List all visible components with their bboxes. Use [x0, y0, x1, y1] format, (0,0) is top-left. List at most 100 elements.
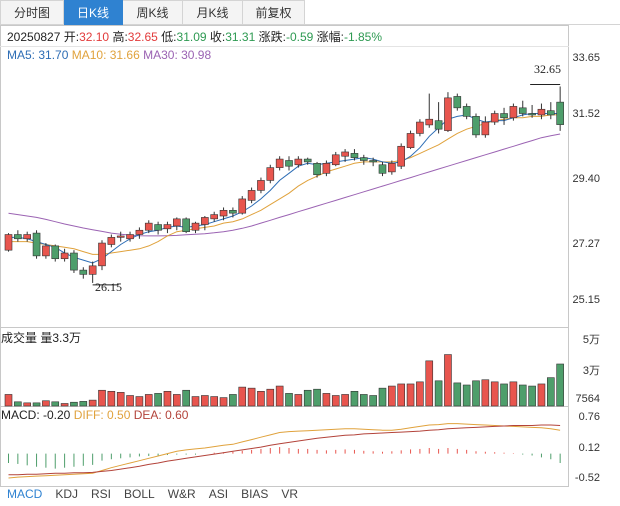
- volume-bar: [42, 400, 50, 407]
- volume-bar: [388, 385, 396, 407]
- volume-bar: [444, 354, 452, 407]
- change-label: 涨跌:: [258, 30, 286, 44]
- volume-bar: [313, 388, 321, 407]
- tab-forward-adjusted[interactable]: 前复权: [243, 0, 305, 25]
- volume-bar: [135, 396, 144, 407]
- volume-bar: [397, 383, 406, 407]
- indicator-tab-asi[interactable]: ASI: [208, 487, 229, 501]
- candle-body: [453, 96, 462, 109]
- tab-monthly-k[interactable]: 月K线: [183, 0, 243, 25]
- candle-body: [425, 118, 434, 126]
- volume-bar: [481, 379, 490, 407]
- candle-body: [116, 235, 125, 238]
- candle-body: [509, 106, 518, 119]
- period-tabs: 分时图 日K线 周K线 月K线 前复权: [0, 0, 620, 25]
- volume-bar: [425, 360, 434, 407]
- tab-daily-k[interactable]: 日K线: [64, 0, 123, 25]
- candle-body: [98, 242, 106, 267]
- pct-value: -1.85%: [344, 30, 383, 44]
- candle-body: [313, 163, 321, 176]
- candle-body: [462, 106, 471, 117]
- low-marker-label: 26.15: [95, 280, 122, 294]
- candle-body: [406, 133, 415, 148]
- indicator-tab-rsi[interactable]: RSI: [91, 487, 112, 501]
- volume-bar: [229, 394, 237, 407]
- candle-body: [518, 107, 527, 114]
- volume-bar: [14, 401, 22, 407]
- candle-body: [173, 218, 181, 227]
- candle-body: [397, 145, 406, 167]
- candle-body: [144, 222, 153, 231]
- low-value: 31.09: [176, 30, 207, 44]
- volume-bar: [116, 392, 125, 407]
- candle-body: [294, 158, 303, 166]
- volume-bar: [406, 383, 415, 407]
- volume-bar: [350, 390, 359, 407]
- candle-body: [322, 163, 331, 174]
- candle-body: [4, 234, 13, 251]
- candle-body: [210, 214, 218, 220]
- indicator-tab-macd[interactable]: MACD: [7, 487, 43, 501]
- volume-bar: [182, 389, 190, 407]
- candle-body: [14, 234, 22, 240]
- tab-intraday[interactable]: 分时图: [0, 0, 64, 25]
- candle-body: [126, 234, 134, 240]
- candle-body: [182, 218, 190, 232]
- ohlc-info-line: 20250827 开:32.10 高:32.65 低:31.09 收:31.31…: [7, 28, 382, 45]
- volume-bar: [378, 387, 387, 407]
- volume-bar: [472, 380, 480, 407]
- volume-bar: [23, 402, 32, 407]
- indicator-tab-bias[interactable]: BIAS: [241, 487, 269, 501]
- high-marker-label: 32.65: [534, 62, 561, 76]
- high-value: 32.65: [127, 30, 158, 44]
- candle-body: [537, 108, 546, 116]
- indicator-tab-vr[interactable]: VR: [281, 487, 299, 501]
- indicator-tab-wr[interactable]: W&R: [167, 487, 196, 501]
- candle-body: [341, 151, 349, 157]
- indicator-tab-boll[interactable]: BOLL: [124, 487, 155, 501]
- volume-bar: [154, 393, 162, 407]
- macd-tick-1: 0.76: [578, 411, 600, 423]
- candle-body: [285, 160, 293, 167]
- candle-body: [500, 113, 508, 119]
- candle-body: [191, 222, 200, 231]
- volume-bar: [126, 395, 134, 407]
- volume-bar: [60, 403, 69, 407]
- ma30-label: MA30: 30.98: [143, 48, 212, 62]
- candle-body: [481, 121, 490, 136]
- indicator-tab-kdj[interactable]: KDJ: [55, 487, 79, 501]
- close-value: 31.31: [225, 30, 256, 44]
- pct-label: 涨幅:: [316, 30, 344, 44]
- ma10-label: MA10: 31.66: [71, 48, 140, 62]
- macd-header: MACD: -0.20 DIFF: 0.50 DEA: 0.60: [1, 408, 188, 422]
- candle-body: [303, 158, 312, 163]
- candle-body: [434, 120, 443, 130]
- volume-bar: [32, 402, 41, 407]
- volume-bar: [528, 385, 536, 407]
- volume-bar: [500, 383, 508, 407]
- low-label: 低:: [161, 30, 177, 44]
- candle-body: [32, 232, 41, 257]
- tab-weekly-k[interactable]: 周K线: [123, 0, 183, 25]
- volume-bar: [453, 382, 462, 407]
- candle-body: [154, 224, 162, 231]
- candle-body: [60, 252, 69, 260]
- volume-bar: [518, 384, 527, 407]
- candle-body: [42, 245, 50, 257]
- candle-body: [359, 157, 368, 161]
- candle-body: [163, 224, 172, 230]
- candle-body: [51, 245, 60, 260]
- volume-bar: [369, 395, 377, 407]
- price-tick-4: 27.27: [572, 238, 600, 250]
- volume-bar: [191, 396, 200, 407]
- candle-body: [378, 164, 387, 174]
- volume-bar: [509, 381, 518, 407]
- volume-bar: [294, 394, 303, 407]
- volume-bar: [4, 394, 13, 407]
- candle-body: [528, 113, 536, 116]
- volume-bar: [266, 388, 275, 407]
- volume-bar: [275, 385, 284, 407]
- candle-body: [369, 160, 377, 163]
- ma30-line: [8, 133, 561, 237]
